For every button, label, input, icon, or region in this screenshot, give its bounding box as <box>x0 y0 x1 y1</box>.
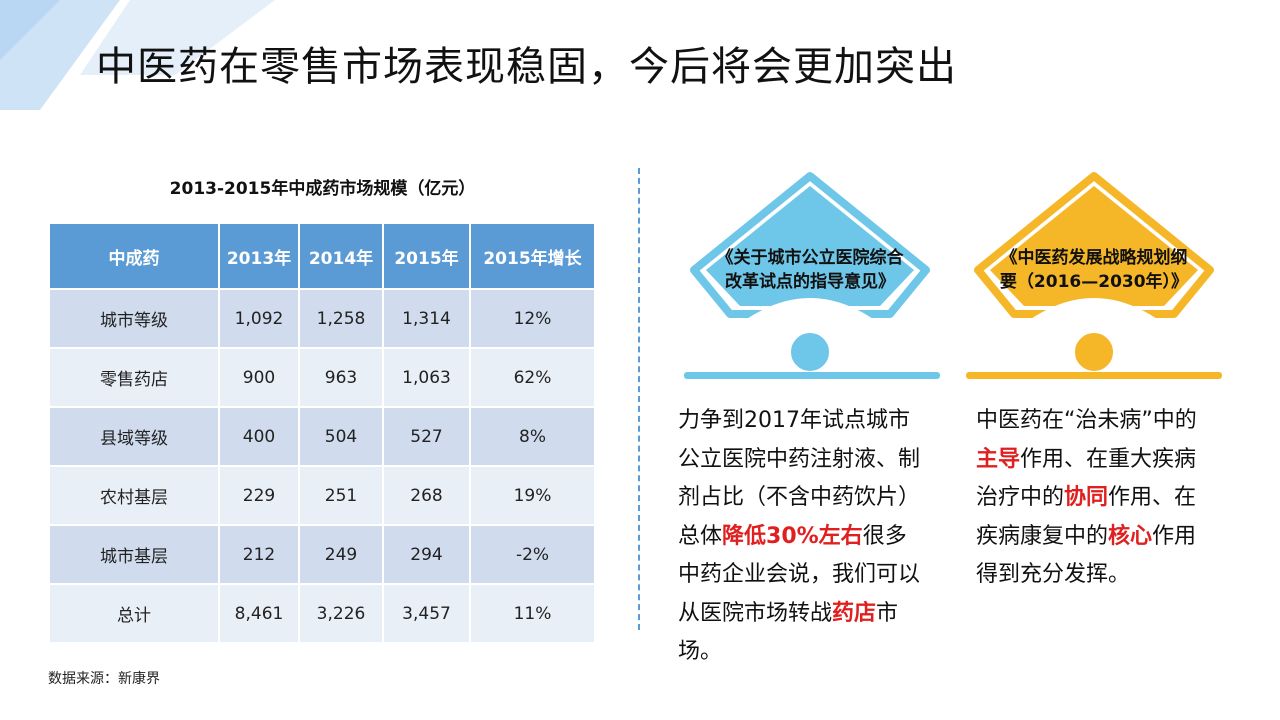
badge-shape-yellow <box>966 172 1222 379</box>
table-row: 城市等级 1,092 1,258 1,314 12% <box>48 288 596 349</box>
text-segment: 作用得到充分发挥。 <box>976 523 1197 588</box>
table-caption: 2013-2015年中成药市场规模（亿元） <box>169 179 476 199</box>
table-header-row: 中成药 2013年 2014年 2015年 2015年增长 <box>48 222 596 290</box>
badge-title-line: 要（2016—2030年）》 <box>999 272 1189 292</box>
table-cell: 527 <box>382 406 471 467</box>
table-cell: 1,258 <box>298 288 384 349</box>
table-cell: -2% <box>469 524 596 585</box>
column-header: 2013年 <box>218 222 300 290</box>
page-title: 中医药在零售市场表现稳固，今后将会更加突出 <box>96 44 957 90</box>
table-cell: 12% <box>469 288 596 349</box>
text-segment: 市场。 <box>678 600 899 665</box>
column-header: 2015年增长 <box>469 222 596 290</box>
market-size-table: 中成药 2013年 2014年 2015年 2015年增长 城市等级 1,092… <box>48 222 596 644</box>
text-segment: 作用、在疾病康复中的 <box>976 485 1197 549</box>
table-cell: 城市基层 <box>48 524 220 585</box>
table-cell: 3,457 <box>382 583 471 644</box>
table-cell: 268 <box>382 465 471 526</box>
table-row: 农村基层 229 251 268 19% <box>48 465 596 526</box>
column-header: 2015年 <box>382 222 471 290</box>
highlight-text: 降低30%左右 <box>722 523 863 549</box>
tcm-strategy-description: 中医药在“治未病”中的主导作用、在重大疾病治疗中的协同作用、在疾病康复中的核心作… <box>976 402 1201 595</box>
text-segment: 中医药在“治未病”中的 <box>976 408 1197 433</box>
table-row: 县域等级 400 504 527 8% <box>48 406 596 467</box>
table-cell: 294 <box>382 524 471 585</box>
text-segment: 作用、在重大疾病治疗中的 <box>976 446 1197 511</box>
text-segment: 力争到2017年试点城市公立医院中药注射液、制剂占比（不含中药饮片）总体 <box>678 408 921 549</box>
table-cell: 19% <box>469 465 596 526</box>
table-cell: 251 <box>298 465 384 526</box>
table-cell: 229 <box>218 465 300 526</box>
hospital-reform-description: 力争到2017年试点城市公立医院中药注射液、制剂占比（不含中药饮片）总体降低30… <box>678 402 928 672</box>
highlight-text: 协同 <box>1064 485 1109 510</box>
badge-shape-blue <box>684 172 940 379</box>
highlight-text: 药店 <box>832 600 877 626</box>
text-segment: 很多中药企业会说，我们可以从医院市场转战 <box>678 523 921 626</box>
table-cell: 8,461 <box>218 583 300 644</box>
table-cell: 963 <box>298 347 384 408</box>
column-header: 中成药 <box>48 222 220 290</box>
table-cell: 249 <box>298 524 384 585</box>
badge-title-line: 《关于城市公立医院综合 <box>716 248 904 268</box>
data-source-note: 数据来源：新康界 <box>48 671 160 687</box>
table-cell: 1,092 <box>218 288 300 349</box>
table-cell: 8% <box>469 406 596 467</box>
table-cell: 农村基层 <box>48 465 220 526</box>
table-row: 零售药店 900 963 1,063 62% <box>48 347 596 408</box>
table-cell: 总计 <box>48 583 220 644</box>
corner-decoration <box>0 0 275 110</box>
badge-title: 《中医药发展战略规划纲 要（2016—2030年）》 <box>964 246 1224 294</box>
table-cell: 62% <box>469 347 596 408</box>
table-cell: 504 <box>298 406 384 467</box>
table-cell: 900 <box>218 347 300 408</box>
table-cell: 212 <box>218 524 300 585</box>
highlight-text: 主导 <box>976 446 1021 472</box>
badge-title-line: 改革试点的指导意见》 <box>725 272 895 292</box>
table-cell: 城市等级 <box>48 288 220 349</box>
policy-badge-hospital-reform: 《关于城市公立医院综合 改革试点的指导意见》 <box>680 170 940 382</box>
table-cell: 3,226 <box>298 583 384 644</box>
table-cell: 1,063 <box>382 347 471 408</box>
table-row-total: 总计 8,461 3,226 3,457 11% <box>48 583 596 644</box>
table-row: 城市基层 212 249 294 -2% <box>48 524 596 585</box>
table-cell: 400 <box>218 406 300 467</box>
badge-title: 《关于城市公立医院综合 改革试点的指导意见》 <box>680 246 940 294</box>
dashed-divider <box>638 168 640 630</box>
policy-badge-tcm-strategy: 《中医药发展战略规划纲 要（2016—2030年）》 <box>964 170 1224 382</box>
table-cell: 零售药店 <box>48 347 220 408</box>
badge-title-line: 《中医药发展战略规划纲 <box>1000 248 1188 268</box>
table-cell: 县域等级 <box>48 406 220 467</box>
table-cell: 11% <box>469 583 596 644</box>
column-header: 2014年 <box>298 222 384 290</box>
table-cell: 1,314 <box>382 288 471 349</box>
highlight-text: 核心 <box>1108 523 1153 549</box>
